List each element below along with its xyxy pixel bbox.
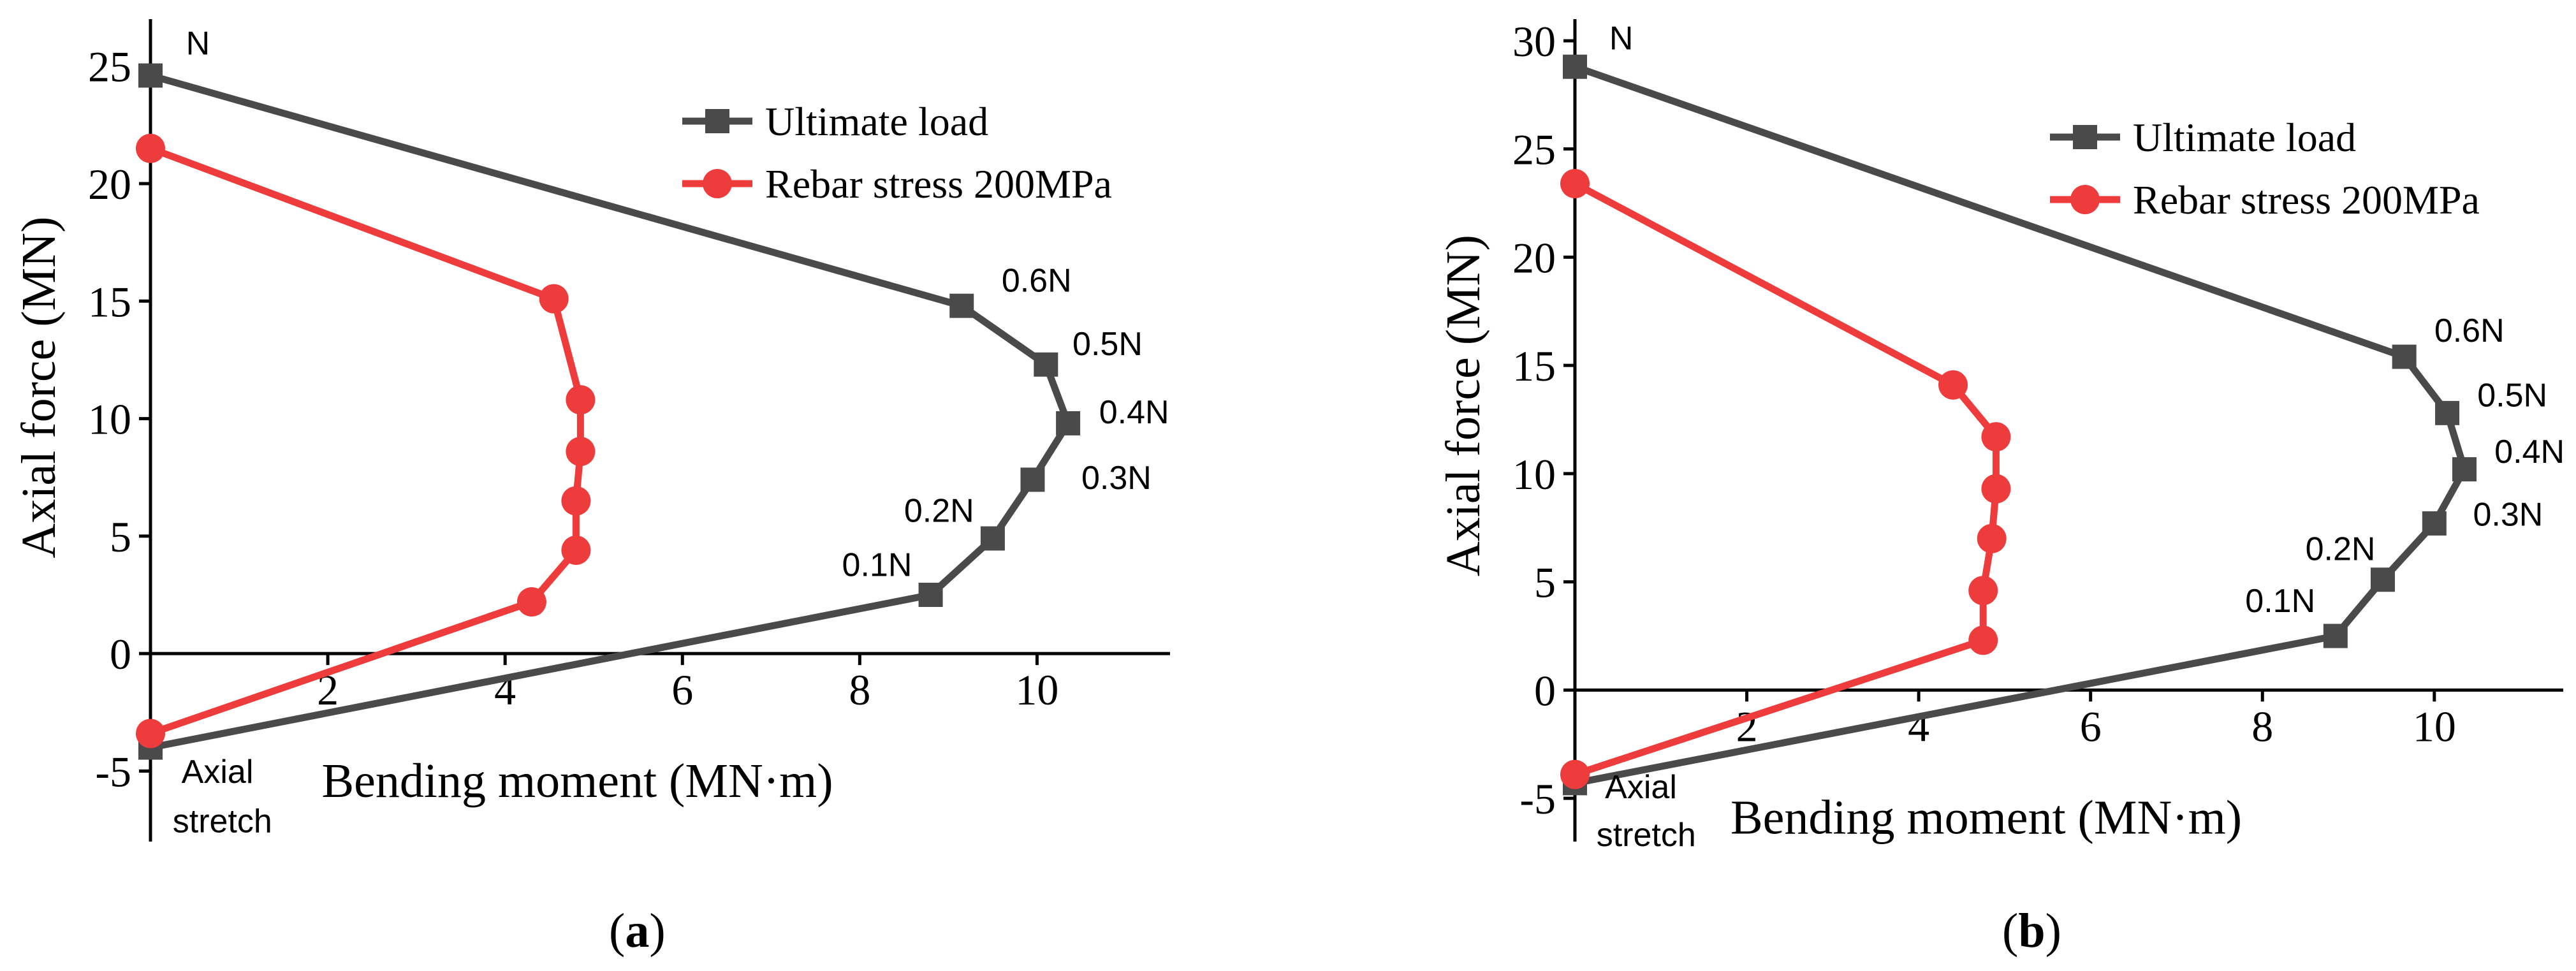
- y-tick-label: -5: [95, 747, 131, 796]
- y-tick-label: 25: [1512, 126, 1556, 174]
- data-point-ultimate-load: [1020, 467, 1045, 492]
- x-axis-label: Bending moment (MN·m): [1731, 791, 2242, 844]
- point-annotation: Axial: [182, 754, 254, 791]
- series-line-rebar-stress: [149, 145, 584, 737]
- caption-paren-close: ): [2045, 904, 2061, 958]
- data-point-rebar-stress: [1981, 422, 2011, 452]
- legend-label: Ultimate load: [765, 99, 988, 144]
- series-line-ultimate-load: [1574, 63, 2468, 787]
- data-point-rebar-stress: [136, 719, 165, 748]
- y-tick-label: 15: [88, 277, 131, 326]
- data-point-ultimate-load: [1563, 54, 1587, 79]
- data-point-ultimate-load: [2370, 567, 2395, 592]
- y-tick-label: 20: [1512, 233, 1556, 282]
- data-point-rebar-stress: [136, 133, 165, 163]
- y-tick-label: 15: [1512, 342, 1556, 390]
- y-axis-label: Axial force (MN): [1437, 235, 1490, 576]
- legend-label: Rebar stress 200MPa: [765, 161, 1112, 207]
- point-annotation: Axial: [1605, 769, 1677, 806]
- data-point-rebar-stress: [561, 535, 591, 565]
- point-annotation: 0.2N: [2306, 531, 2376, 568]
- data-point-ultimate-load: [2435, 400, 2460, 425]
- x-tick-label: 2: [1736, 702, 1758, 750]
- caption-letter: b: [2018, 904, 2045, 958]
- x-tick-label: 6: [2080, 702, 2102, 750]
- data-point-ultimate-load: [2422, 511, 2447, 536]
- caption-letter: a: [625, 904, 649, 958]
- y-tick-label: 0: [110, 630, 131, 678]
- caption-paren-open: (: [609, 904, 625, 958]
- x-tick-label: 4: [1908, 702, 1929, 750]
- data-point-rebar-stress: [561, 486, 591, 516]
- y-tick-label: 5: [1534, 559, 1556, 607]
- data-point-ultimate-load: [1056, 411, 1081, 435]
- y-tick-label: 5: [110, 513, 131, 561]
- data-point-rebar-stress: [516, 587, 546, 617]
- data-point-ultimate-load: [980, 526, 1005, 551]
- caption-paren-close: ): [649, 904, 665, 958]
- data-point-rebar-stress: [566, 385, 596, 415]
- point-annotation: 0.2N: [904, 493, 974, 530]
- data-point-ultimate-load: [949, 293, 974, 318]
- data-point-rebar-stress: [1977, 523, 2007, 553]
- point-annotation: N: [1609, 20, 1634, 57]
- point-annotation: stretch: [173, 803, 272, 840]
- x-tick-label: 10: [2413, 702, 2456, 750]
- subfigure-caption: (b): [2002, 904, 2061, 958]
- data-point-ultimate-load: [138, 63, 163, 88]
- subfigure-caption: (a): [609, 904, 666, 958]
- point-annotation: N: [186, 25, 210, 62]
- y-tick-label: 10: [1512, 450, 1556, 499]
- series-line-rebar-stress: [1573, 180, 2000, 778]
- point-annotation: 0.6N: [2434, 312, 2505, 349]
- point-annotation: 0.4N: [1099, 394, 1169, 431]
- data-point-rebar-stress: [1560, 169, 1590, 198]
- data-point-rebar-stress: [1981, 474, 2011, 504]
- y-tick-label: 30: [1512, 17, 1556, 66]
- x-tick-label: 8: [2251, 702, 2273, 750]
- point-annotation: stretch: [1597, 817, 1696, 854]
- caption-paren-open: (: [2002, 904, 2018, 958]
- legend-marker-circle: [703, 169, 732, 198]
- data-point-rebar-stress: [1968, 625, 1998, 655]
- data-point-rebar-stress: [566, 437, 596, 467]
- point-annotation: 0.3N: [2473, 496, 2543, 533]
- data-point-rebar-stress: [1560, 759, 1590, 789]
- legend-label: Ultimate load: [2133, 115, 2356, 160]
- legend-marker-square: [705, 109, 729, 133]
- x-tick-label: 6: [671, 666, 693, 714]
- x-tick-label: 8: [849, 666, 870, 714]
- data-point-ultimate-load: [1034, 352, 1058, 377]
- y-tick-label: 20: [88, 160, 131, 208]
- point-annotation: 0.4N: [2494, 434, 2565, 471]
- data-point-rebar-stress: [539, 284, 569, 314]
- legend-marker-circle: [2070, 185, 2100, 214]
- point-annotation: 0.5N: [2477, 377, 2547, 414]
- legend-marker-square: [2073, 125, 2097, 149]
- data-point-ultimate-load: [2323, 624, 2348, 648]
- point-annotation: 0.6N: [1002, 263, 1072, 300]
- y-tick-label: -5: [1519, 775, 1556, 823]
- y-tick-label: 10: [88, 395, 131, 444]
- data-point-rebar-stress: [1968, 576, 1998, 606]
- data-point-ultimate-load: [918, 583, 943, 607]
- point-annotation: 0.3N: [1081, 460, 1152, 497]
- y-tick-label: 0: [1534, 666, 1556, 715]
- point-annotation: 0.1N: [842, 547, 912, 584]
- x-axis-label: Bending moment (MN·m): [321, 754, 833, 808]
- chart-b: -5 0 5 10 15 20 25 30 2 4 6 8 10 Axial force (MN) Bend…: [1437, 17, 2565, 958]
- legend-label: Rebar stress 200MPa: [2133, 177, 2480, 223]
- data-point-ultimate-load: [2452, 457, 2477, 482]
- y-tick-label: 25: [88, 43, 131, 91]
- x-tick-label: 10: [1015, 666, 1058, 714]
- data-point-rebar-stress: [1938, 370, 1968, 400]
- data-point-ultimate-load: [2392, 344, 2417, 369]
- y-axis-label: Axial force (MN): [12, 217, 66, 559]
- x-tick-label: 4: [494, 666, 516, 714]
- point-annotation: 0.5N: [1072, 326, 1143, 363]
- point-annotation: 0.1N: [2245, 583, 2315, 620]
